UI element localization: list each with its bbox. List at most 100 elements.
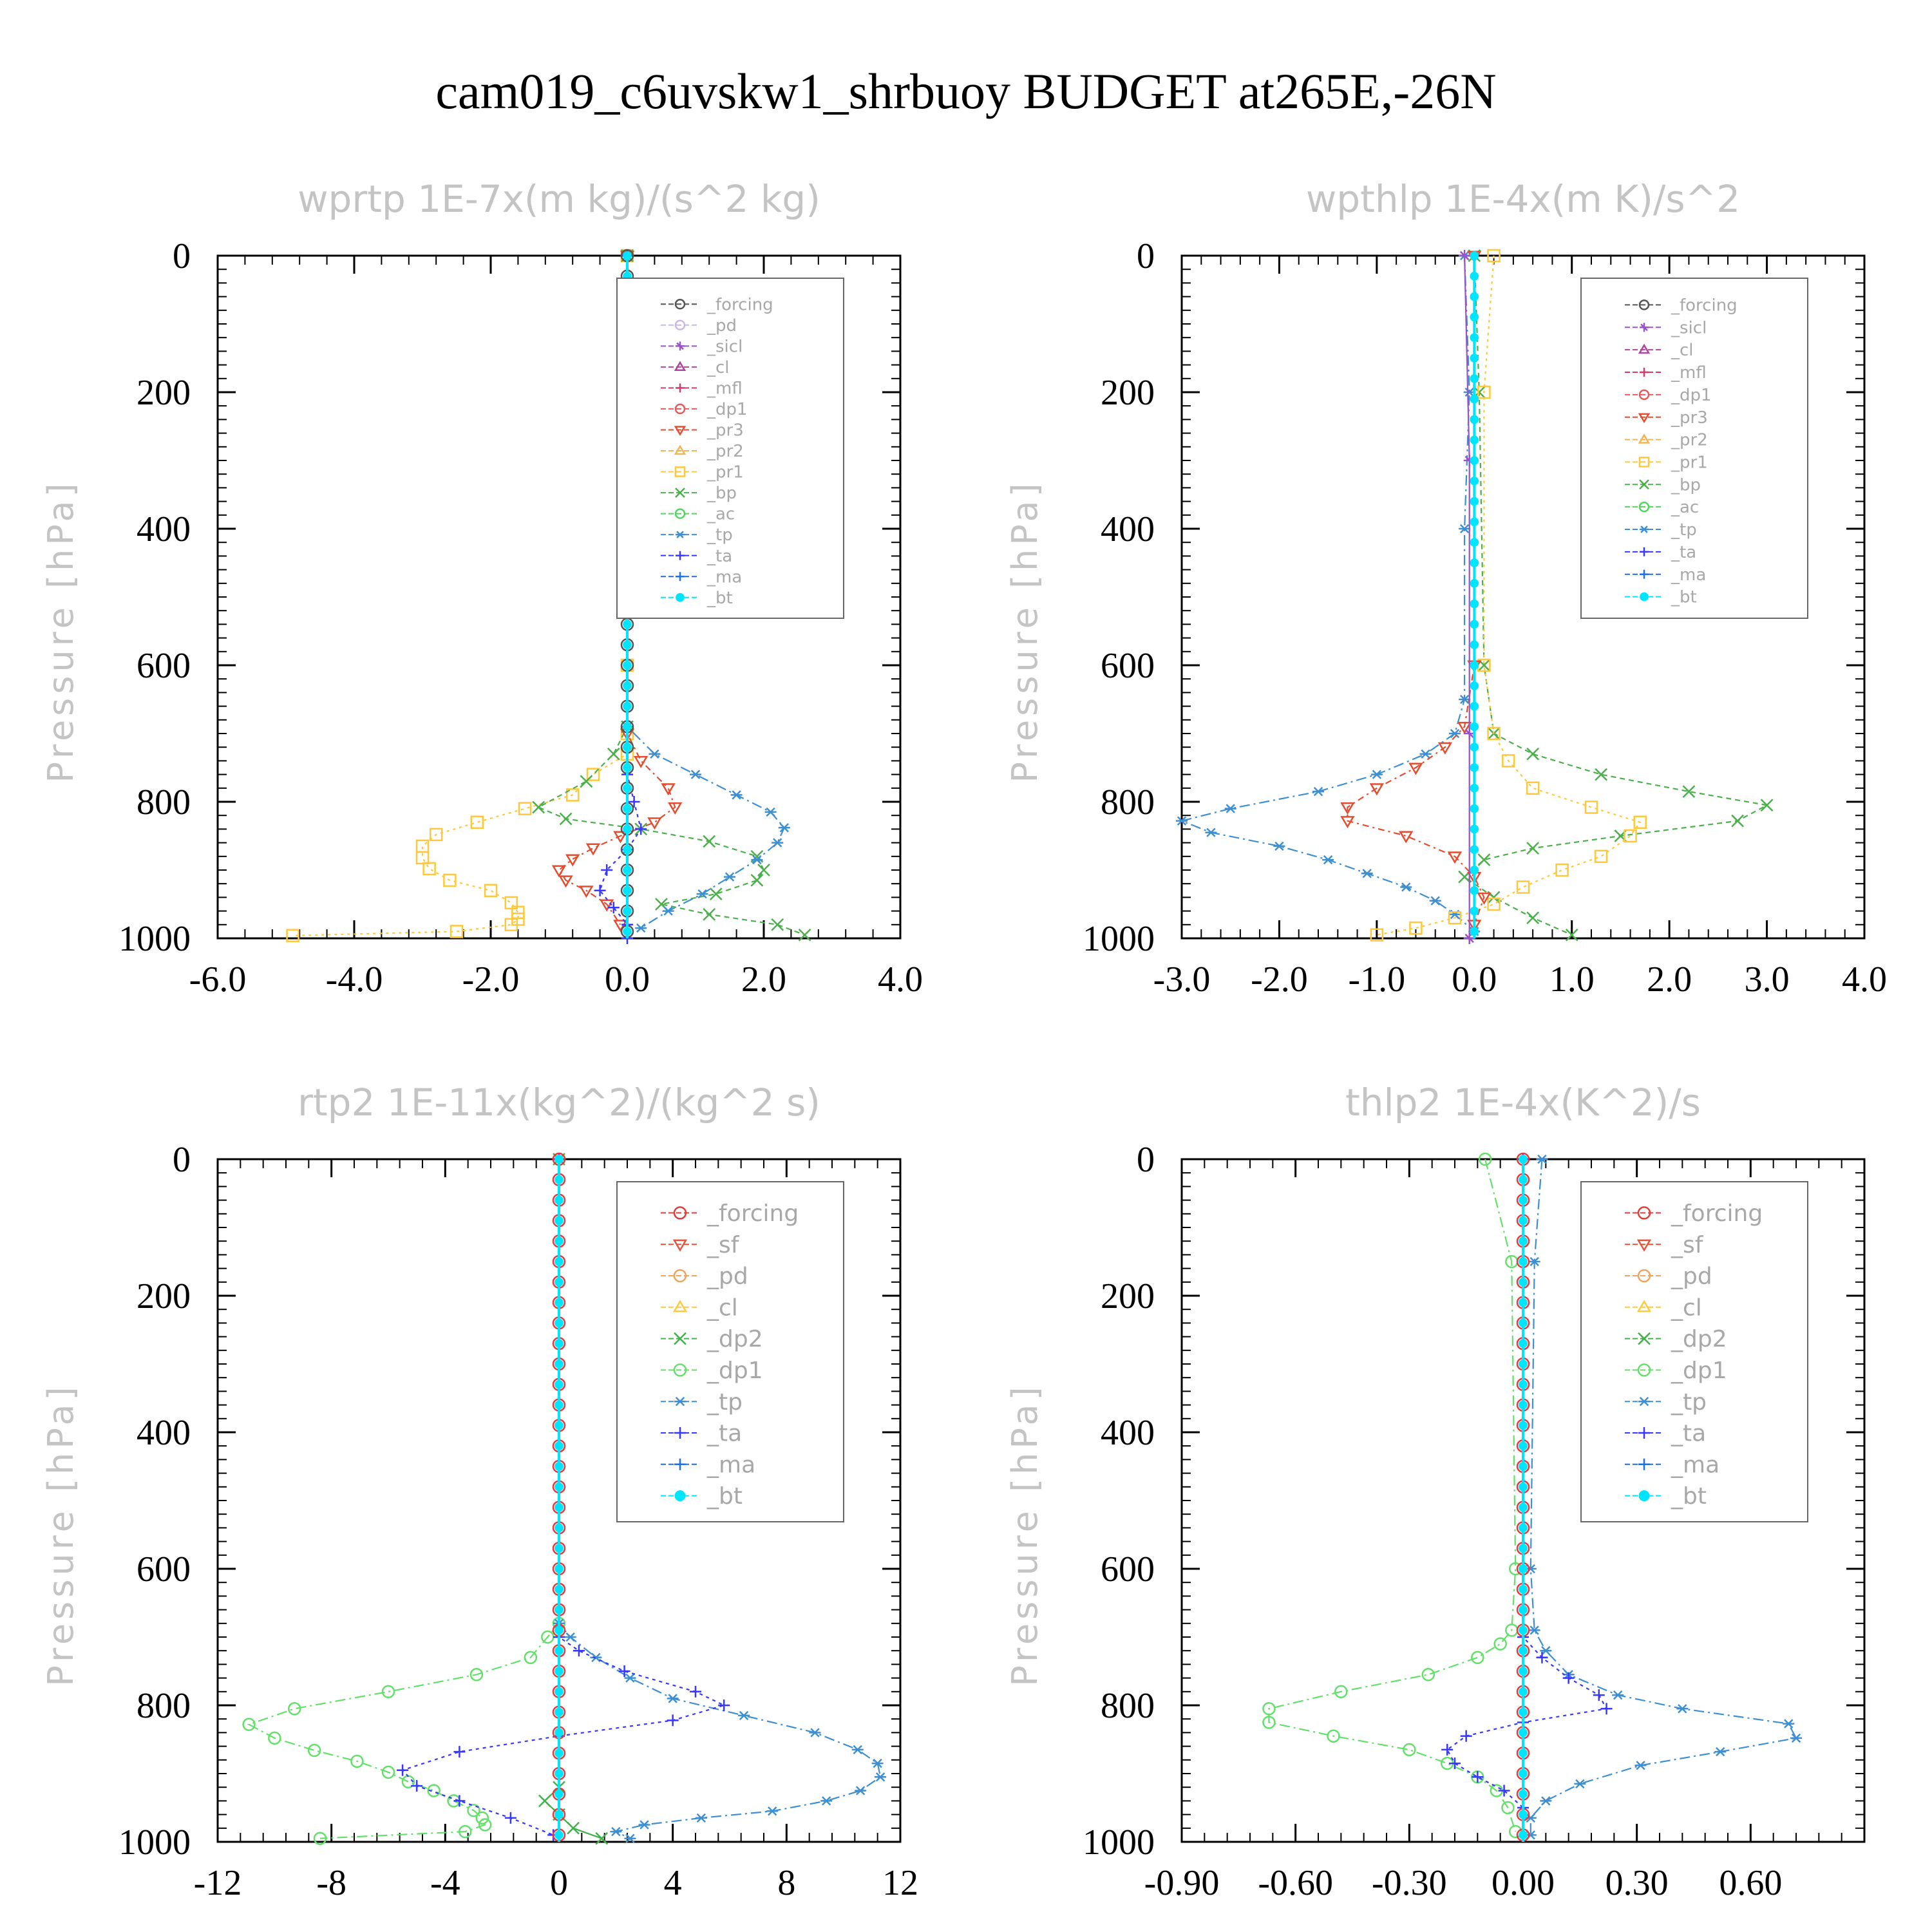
marker-dot — [1519, 1625, 1528, 1635]
data-point — [635, 923, 647, 933]
data-point — [1519, 1175, 1528, 1184]
marker-asterisk — [1575, 1779, 1585, 1789]
data-point — [554, 1605, 564, 1615]
marker-dot — [554, 1564, 564, 1573]
data-point — [1470, 312, 1479, 322]
data-point — [623, 886, 632, 895]
data-point — [1176, 816, 1188, 826]
marker-dot — [1470, 394, 1479, 404]
data-point — [1478, 1152, 1492, 1166]
data-point — [1470, 374, 1479, 383]
marker-x — [703, 835, 716, 848]
panels: wprtp 1E-7x(m kg)/(s^2 kg)02004006008001… — [41, 177, 1887, 1903]
data-point — [585, 843, 601, 856]
legend-box — [616, 278, 844, 619]
legend-label: _bt — [706, 1483, 743, 1510]
marker-dot — [1519, 1748, 1528, 1758]
data-point — [623, 661, 632, 670]
marker-dot — [1470, 558, 1479, 567]
data-point — [1470, 497, 1479, 506]
marker-asterisk — [1784, 1719, 1794, 1728]
data-point — [703, 908, 716, 921]
marker-triangle — [1369, 783, 1385, 796]
marker-circle — [1403, 1743, 1416, 1757]
marker-triangle — [1408, 762, 1423, 775]
data-point — [554, 1175, 564, 1184]
legend-label: _forcing — [706, 1200, 799, 1227]
data-point — [676, 572, 685, 582]
marker-triangle — [668, 802, 683, 815]
marker-circle — [1262, 1716, 1276, 1729]
legend-label: _cl — [1671, 1294, 1702, 1321]
marker-dot — [1470, 886, 1479, 895]
marker-x — [532, 800, 545, 814]
x-tick-label: 2.0 — [1647, 960, 1692, 999]
data-point — [554, 1564, 564, 1573]
marker-circle — [1638, 389, 1650, 401]
data-point — [1540, 1796, 1552, 1806]
marker-circle — [1334, 1685, 1348, 1699]
marker-dot — [554, 1687, 564, 1696]
data-point — [662, 906, 674, 916]
x-tick-label: 4 — [664, 1863, 682, 1903]
legend-label: _dp2 — [1671, 1326, 1727, 1352]
data-point — [638, 1820, 650, 1830]
data-point — [1574, 1779, 1586, 1789]
data-point — [443, 873, 457, 887]
data-point — [554, 1707, 564, 1717]
marker-x — [1731, 814, 1745, 828]
data-point — [771, 918, 784, 931]
marker-circle — [1471, 1651, 1484, 1665]
legend-label: _ta — [706, 547, 732, 566]
marker-asterisk — [768, 1806, 777, 1816]
marker-dot — [623, 640, 632, 650]
marker-dot — [623, 743, 632, 752]
marker-x — [703, 908, 716, 921]
marker-dot — [1519, 1789, 1528, 1799]
series-line — [1268, 1159, 1517, 1832]
legend-label: _bt — [1671, 1483, 1707, 1510]
data-point — [1519, 1544, 1528, 1553]
data-point — [1457, 721, 1472, 734]
marker-asterisk — [636, 923, 646, 933]
data-point — [607, 902, 620, 914]
marker-dot — [1470, 354, 1479, 363]
marker-dot — [1470, 251, 1479, 260]
data-point — [1519, 1482, 1528, 1492]
marker-x — [1526, 747, 1540, 761]
data-point — [1519, 1216, 1528, 1226]
marker-circle — [1478, 1152, 1492, 1166]
data-point — [524, 1651, 538, 1665]
marker-triangle — [613, 831, 628, 844]
data-point — [1470, 538, 1479, 547]
data-point — [1519, 1298, 1528, 1307]
x-tick-label: -12 — [194, 1863, 242, 1903]
marker-dot — [1519, 1584, 1528, 1594]
marker-square — [1487, 726, 1501, 741]
data-point — [623, 804, 632, 813]
marker-dot — [1470, 435, 1479, 445]
marker-asterisk — [853, 1745, 862, 1755]
legend: _forcing _sicl _cl _mfl _dp1 _pr3 _pr2 _pr1_bp _… — [1580, 278, 1808, 619]
x-tick-label: 0.0 — [605, 960, 650, 999]
data-point — [1584, 800, 1598, 814]
series-line — [1376, 255, 1642, 936]
data-point — [1470, 886, 1479, 895]
marker-star — [676, 342, 684, 350]
plot-area — [1176, 249, 1774, 944]
data-point — [674, 361, 687, 372]
data-point — [1470, 804, 1479, 813]
marker-x — [757, 864, 770, 876]
data-point — [673, 1269, 687, 1283]
data-point — [778, 823, 790, 833]
data-point — [350, 1754, 364, 1768]
data-point — [871, 1758, 884, 1768]
x-tick-label: -2.0 — [1251, 960, 1308, 999]
data-point — [554, 1318, 564, 1328]
data-point — [1459, 250, 1471, 261]
data-point — [1638, 457, 1650, 468]
data-point — [667, 1714, 679, 1727]
y-tick-label: 600 — [137, 646, 191, 686]
marker-asterisk — [625, 1833, 635, 1843]
data-point — [1470, 578, 1479, 588]
